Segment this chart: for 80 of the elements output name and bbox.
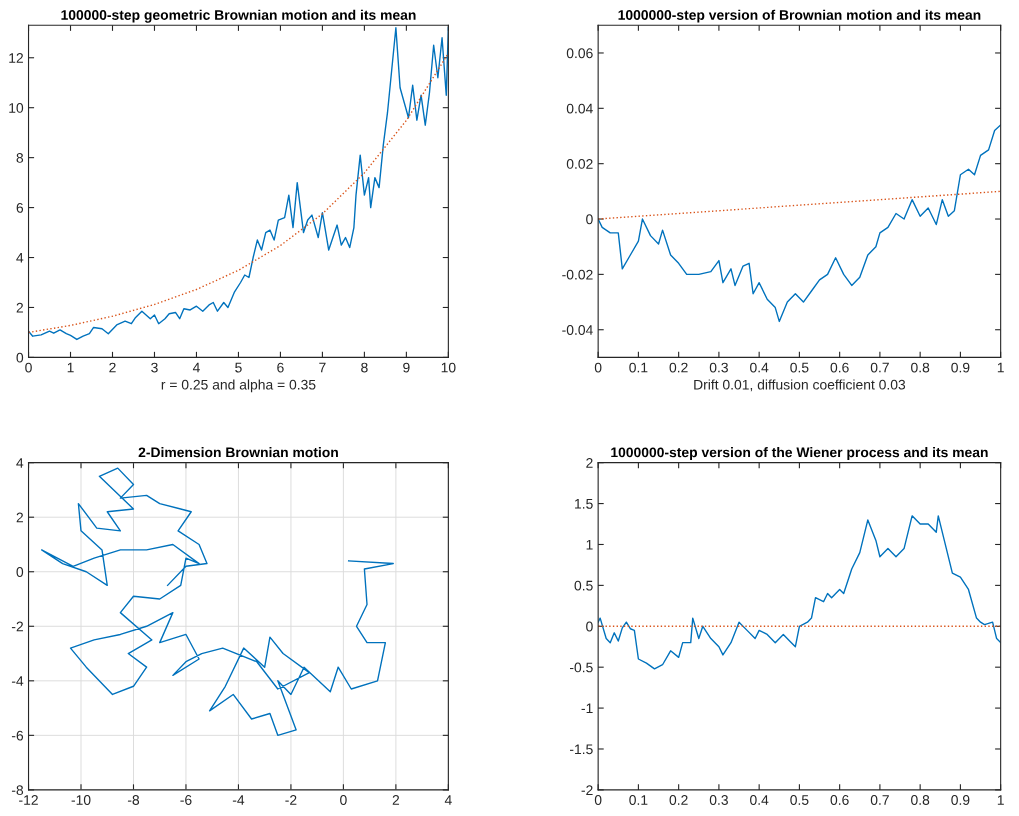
x-tick-label: 4	[444, 795, 452, 805]
x-tick-label: 3	[151, 362, 158, 373]
y-tick-label: 1.5	[575, 499, 593, 509]
x-tick-label: 0.8	[911, 362, 930, 373]
x-tick-label: 9	[403, 362, 410, 373]
y-tick-label: -0.02	[562, 269, 593, 280]
x-tick-label: 0.5	[790, 362, 809, 373]
chart-title: 1000000-step version of Brownian motion and its mean	[618, 9, 981, 23]
x-tick-label: 0.3	[709, 362, 728, 373]
x-tick-label: -2	[285, 795, 297, 805]
x-tick-label: 0.5	[790, 795, 809, 805]
y-tick-label: 12	[9, 53, 23, 63]
x-tick-label: 0.7	[870, 795, 889, 805]
y-tick-label: 0	[586, 621, 593, 632]
x-tick-label: 8	[361, 362, 368, 373]
y-tick-label: -0.04	[562, 325, 593, 335]
x-tick-label: 0.7	[870, 362, 889, 373]
x-tick-label: 1	[67, 362, 74, 373]
x-tick-label: 0.4	[750, 795, 769, 805]
line-series	[598, 124, 1001, 323]
x-tick-label: 4	[192, 362, 200, 373]
y-tick-label: 0.5	[574, 580, 593, 591]
x-tick-label: -6	[180, 795, 192, 805]
y-tick-label: -1	[581, 703, 593, 714]
y-tick-label: 2	[16, 512, 23, 523]
x-tick-label: 0.6	[830, 795, 849, 805]
y-tick-label: -0.5	[569, 662, 593, 673]
y-tick-label: 0.02	[566, 159, 593, 169]
x-tick-label: 1	[997, 795, 1004, 805]
x-tick-label: 0.6	[830, 362, 849, 373]
x-tick-label: -8	[127, 795, 140, 805]
chart-title: 2-Dimension Brownian motion	[138, 447, 338, 458]
x-tick-label: -4	[232, 795, 245, 805]
y-tick-label: -6	[11, 730, 24, 741]
y-tick-label: 0.04	[566, 103, 593, 114]
chart-title: 100000-step geometric Brownian motion and its mean	[61, 9, 416, 23]
x-axis-title: Drift 0.01, diffusion coefficient 0.03	[694, 379, 906, 392]
x-tick-label: 0.9	[951, 795, 970, 805]
x-tick-label: 0	[25, 362, 32, 373]
x-axis-title: r = 0.25 and alpha = 0.35	[161, 379, 316, 393]
y-tick-label: 4	[16, 253, 24, 263]
x-tick-label: 0.4	[750, 362, 769, 373]
y-tick-label: 2	[586, 458, 593, 468]
y-tick-label: 0	[586, 214, 593, 225]
x-tick-label: 0.8	[911, 795, 930, 805]
x-tick-label: 0.9	[951, 362, 970, 373]
y-tick-label: 0	[16, 567, 24, 577]
y-tick-label: 8	[16, 152, 24, 163]
chart-title: 1000000-step version of the Wiener process and its mean	[611, 447, 988, 460]
x-tick-label: -12	[19, 795, 38, 805]
x-tick-label: 0.1	[629, 795, 648, 805]
x-tick-label: 2	[109, 362, 116, 373]
y-tick-label: 1	[586, 539, 593, 550]
y-tick-label: -4	[11, 676, 24, 686]
x-tick-label: 0	[594, 362, 602, 373]
y-tick-label: -2	[11, 621, 23, 632]
x-tick-label: 0.2	[669, 795, 688, 805]
x-tick-label: 0.3	[709, 795, 728, 805]
y-tick-label: -8	[11, 785, 24, 796]
x-tick-label: 0	[340, 795, 347, 805]
x-tick-label: 10	[441, 362, 456, 373]
line-series	[598, 515, 1001, 670]
y-tick-label: 0	[16, 352, 24, 363]
x-tick-label: -10	[71, 795, 91, 805]
line-series	[40, 467, 394, 737]
x-tick-label: 6	[277, 362, 284, 373]
y-tick-label: -2	[581, 785, 593, 795]
x-tick-label: 2	[392, 795, 400, 805]
x-tick-label: 7	[319, 362, 326, 373]
x-tick-label: 0	[594, 795, 602, 805]
y-tick-label: 2	[16, 302, 23, 313]
x-tick-label: 5	[235, 362, 242, 373]
x-tick-label: 0.1	[629, 362, 648, 373]
y-tick-label: 4	[16, 458, 24, 468]
x-tick-label: 0.2	[669, 362, 688, 373]
y-tick-label: 0.06	[566, 48, 593, 59]
y-tick-label: -1.5	[569, 744, 593, 755]
y-tick-label: 6	[16, 202, 24, 213]
y-tick-label: 10	[9, 103, 24, 113]
x-tick-label: 1	[997, 362, 1004, 373]
